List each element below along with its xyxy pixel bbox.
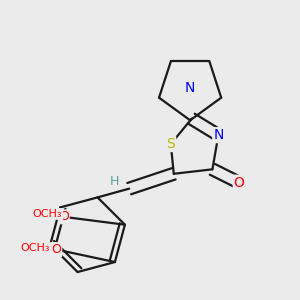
Text: S: S xyxy=(167,137,175,151)
Text: OCH₃: OCH₃ xyxy=(33,209,62,219)
Text: N: N xyxy=(213,128,224,142)
Text: H: H xyxy=(110,175,119,188)
Text: O: O xyxy=(234,176,244,190)
Text: O: O xyxy=(59,210,69,224)
Text: O: O xyxy=(51,243,61,256)
Text: N: N xyxy=(185,81,195,94)
Text: OCH₃: OCH₃ xyxy=(21,243,50,253)
